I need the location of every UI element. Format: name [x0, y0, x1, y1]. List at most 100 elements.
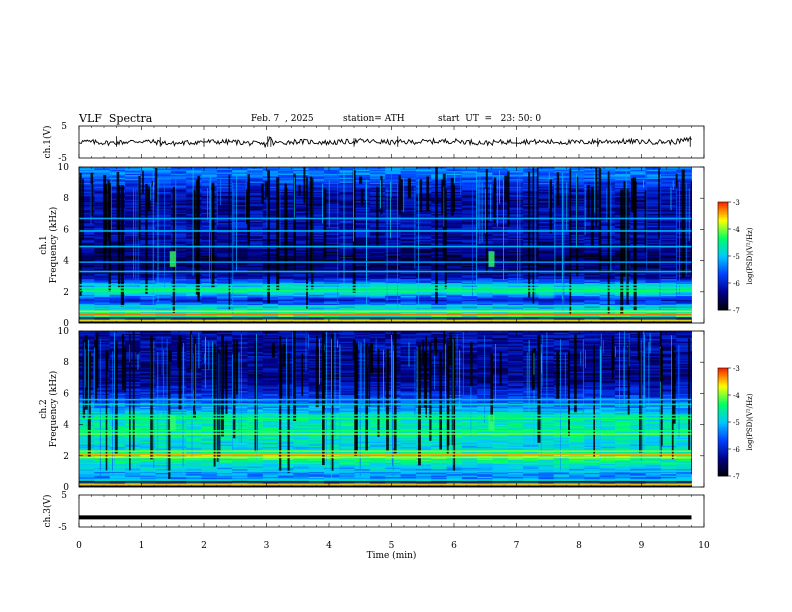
ch1-cell	[630, 220, 646, 222]
ch1-cell	[461, 268, 478, 270]
ch1-cell	[385, 185, 401, 187]
ch1-cell	[584, 302, 601, 304]
ch1-cell	[630, 204, 646, 207]
ch1-cell	[461, 267, 478, 269]
ch1-cell	[614, 316, 631, 319]
ch1-cell	[232, 238, 248, 241]
ch1-cell	[216, 263, 233, 265]
ch1-cell	[415, 264, 432, 267]
ch1-cell	[124, 189, 141, 191]
ch1-cell	[155, 174, 172, 177]
ch1-cell	[477, 312, 493, 315]
ch1-cell	[523, 306, 539, 308]
ch1-cell	[431, 174, 447, 177]
ch1-cell	[645, 224, 662, 226]
ch1-cell	[354, 212, 371, 215]
ch1-cell	[461, 225, 478, 228]
ch1-cell	[216, 312, 233, 315]
ch1-cell	[308, 295, 325, 298]
ch1-cell	[538, 308, 555, 311]
ch1-cell	[660, 176, 677, 178]
ch1-cell	[369, 183, 386, 186]
ch1-cell	[599, 264, 616, 267]
ch1-cell	[385, 306, 401, 308]
ch1-cell	[79, 254, 95, 256]
ch1-cell	[170, 199, 187, 202]
ch1-cell	[369, 291, 386, 294]
ch1-cell	[492, 228, 509, 230]
ch1-cell	[599, 251, 616, 254]
ch1-cell	[216, 295, 233, 298]
ch1-cell	[477, 278, 493, 281]
ch1-cell	[216, 191, 233, 194]
ch1-cell	[630, 221, 646, 224]
ch1-cell	[339, 252, 356, 255]
ch1-cell	[538, 267, 555, 269]
ch1-cell	[660, 302, 677, 304]
ch1-cell	[492, 302, 509, 304]
ch1-cell	[415, 203, 432, 205]
ch1-cell	[109, 316, 126, 319]
ch1-cell	[308, 216, 325, 218]
ch1-cell	[507, 174, 524, 177]
ch1-cell	[461, 196, 478, 199]
ch1-cell	[94, 238, 111, 241]
ch1-cell	[645, 264, 662, 267]
ch1-cell	[630, 291, 646, 294]
ch1-sferic	[548, 172, 550, 209]
ch1-cell	[293, 215, 310, 217]
ch1-cell	[155, 219, 172, 221]
ch1-cell	[446, 294, 463, 296]
ch1-cell	[477, 267, 493, 269]
ch1-cell	[492, 173, 509, 176]
ch1-cell	[170, 239, 187, 242]
ch1-cell	[109, 251, 126, 254]
ch1-cell	[415, 315, 432, 317]
ch1-cell	[324, 234, 340, 237]
ch1-cell	[170, 232, 187, 234]
ch1-cell	[140, 237, 156, 239]
ch1-cell	[461, 264, 478, 267]
ch1-cell	[614, 186, 631, 189]
ch1-cell	[124, 181, 141, 183]
ch1-cell	[492, 276, 509, 278]
ch1-sferic	[450, 178, 454, 216]
ch1-cell	[232, 255, 248, 257]
ch1-cell	[308, 168, 325, 170]
ch1-cell	[216, 233, 233, 235]
ch1-cell	[140, 274, 156, 277]
ch1-cell	[477, 235, 493, 238]
ch1-cell	[385, 212, 401, 215]
ch1-cell	[94, 176, 111, 178]
ch1-cell	[369, 180, 386, 182]
ch1-cell	[170, 295, 187, 298]
ch1-cell	[262, 315, 279, 317]
ch1-cell	[339, 206, 356, 208]
ch1-cell	[385, 196, 401, 199]
ch1-cell	[308, 237, 325, 239]
ch1-cell	[431, 191, 447, 194]
ch1-cell	[538, 180, 555, 182]
ch1-cell	[645, 215, 662, 217]
ch1-cell	[109, 243, 126, 246]
ch1-cell	[262, 206, 279, 208]
ch1-cell	[354, 168, 371, 170]
ch1-cell	[446, 248, 463, 251]
ch1-cell	[400, 222, 417, 225]
ch1-cell	[630, 206, 646, 208]
ch1-cell	[79, 232, 95, 234]
ch1-cell	[369, 182, 386, 185]
ch1-cell	[247, 300, 264, 303]
ch1-cell	[79, 208, 95, 211]
ch1-cell	[507, 276, 524, 278]
ch1-cell	[599, 247, 616, 250]
ch1-cell	[109, 289, 126, 291]
ch1-cell	[324, 315, 340, 317]
ch1-cell	[645, 207, 662, 209]
ch1-cell	[584, 259, 601, 261]
ch1-cell	[676, 297, 692, 299]
ch1-cell	[232, 228, 248, 230]
ch1-sferic	[397, 183, 398, 308]
ch1-cell	[553, 250, 570, 252]
ch1-cell	[599, 195, 616, 198]
